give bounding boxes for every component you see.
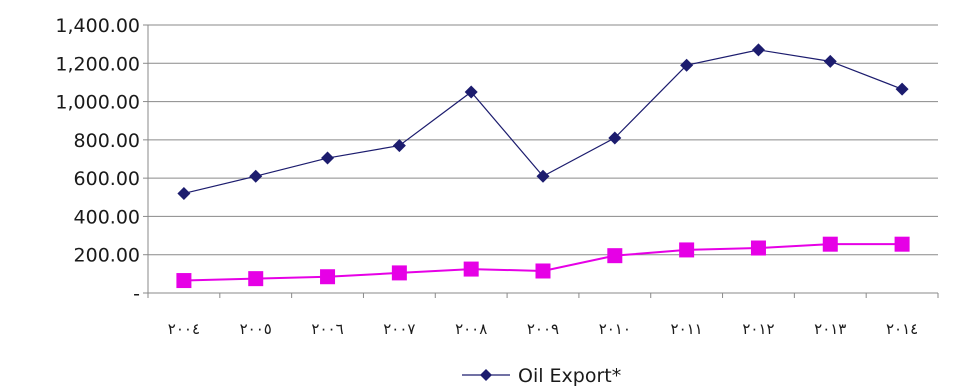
- data-point-diamond: [249, 169, 263, 183]
- legend: Oil Export*: [462, 365, 621, 387]
- x-tick-label: ٢٠٠٥: [240, 320, 272, 338]
- data-point-diamond: [464, 85, 478, 99]
- data-point-square: [391, 265, 407, 281]
- x-tick-label: ٢٠١٠: [599, 320, 631, 338]
- x-tick-label: ٢٠٠٩: [527, 320, 559, 338]
- data-point-square: [463, 261, 479, 277]
- data-point-diamond: [321, 151, 335, 165]
- data-point-square: [535, 263, 551, 279]
- legend-marker-diamond-icon: [480, 369, 492, 381]
- axes: [143, 24, 939, 298]
- data-point-diamond: [177, 186, 191, 200]
- data-point-square: [822, 236, 838, 252]
- data-point-diamond: [608, 131, 622, 145]
- y-axis-tick-labels: - 200.00 400.00 600.00 800.00 1,000.00 1,200.0…: [55, 15, 140, 305]
- x-axis-tick-labels: ٢٠٠٤ ٢٠٠٥ ٢٠٠٦ ٢٠٠٧ ٢٠٠٨ ٢٠٠٩ ٢٠١٠ ٢٠١١ ٢٠١٢ ٢٠١٣…: [168, 320, 918, 338]
- x-tick-label: ٢٠٠٨: [455, 320, 487, 338]
- x-tick-label: ٢٠١٢: [742, 320, 774, 338]
- data-point-square: [894, 236, 910, 252]
- x-tick-label: ٢٠١٣: [814, 320, 846, 338]
- x-tick-label: ٢٠٠٧: [383, 320, 415, 338]
- y-tick-label: 200.00: [74, 245, 140, 267]
- data-point-square: [176, 273, 192, 289]
- y-tick-label: 1,400.00: [55, 15, 140, 37]
- data-point-diamond: [895, 82, 909, 96]
- y-tick-label: 400.00: [74, 206, 140, 228]
- y-tick-label: 1,000.00: [55, 92, 140, 114]
- data-point-square: [248, 271, 264, 287]
- y-tick-label: 1,200.00: [55, 53, 140, 75]
- y-tick-label: 800.00: [74, 130, 140, 152]
- y-tick-label: 600.00: [74, 168, 140, 190]
- data-point-square: [320, 269, 336, 285]
- data-point-diamond: [751, 43, 765, 57]
- data-point-diamond: [680, 58, 694, 72]
- x-tick-label: ٢٠٠٤: [168, 320, 200, 338]
- data-point-diamond: [823, 54, 837, 68]
- data-point-square: [679, 242, 695, 258]
- data-point-diamond: [536, 169, 550, 183]
- data-point-square: [750, 240, 766, 256]
- legend-label-oil-export: Oil Export*: [518, 365, 621, 387]
- data-point-diamond: [392, 139, 406, 153]
- data-point-square: [607, 248, 623, 264]
- series-group: [176, 43, 910, 289]
- x-tick-label: ٢٠١١: [671, 320, 703, 338]
- y-tick-label: -: [133, 283, 140, 305]
- x-tick-label: ٢٠١٤: [886, 320, 918, 338]
- x-tick-label: ٢٠٠٦: [311, 320, 343, 338]
